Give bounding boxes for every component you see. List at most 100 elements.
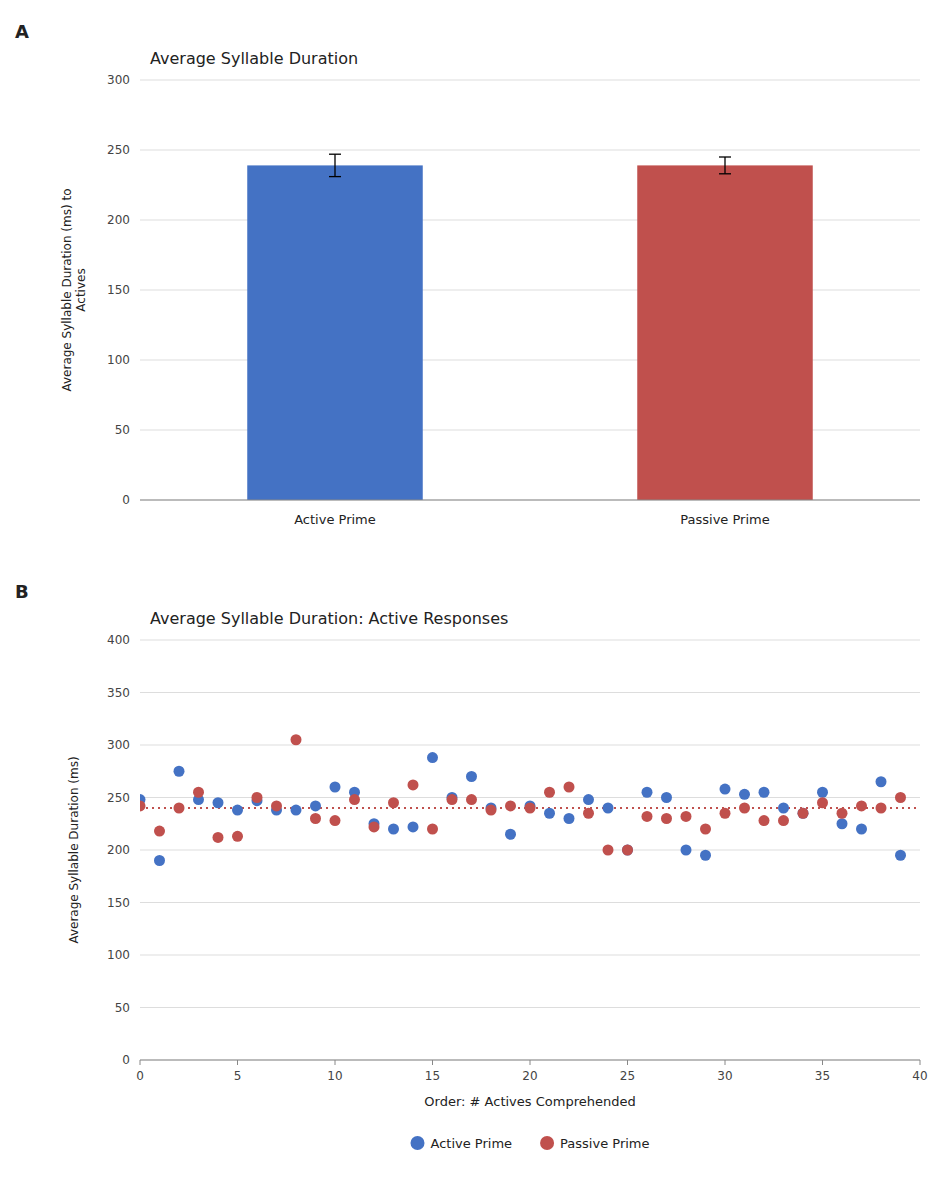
scatter-point — [739, 789, 750, 800]
scatter-point — [193, 787, 204, 798]
y-axis-label-line: Average Syllable Duration (ms) — [67, 756, 81, 943]
error-bar — [329, 154, 341, 176]
panel-label: A — [15, 21, 29, 42]
grid-line — [140, 745, 920, 746]
panel: A Average Syllable Duration 0 50 100 150 200 25… — [15, 21, 920, 527]
scatter-point — [330, 815, 341, 826]
y-tick-label: 100 — [107, 948, 130, 962]
grid-line — [140, 500, 920, 501]
scatter-point — [681, 845, 692, 856]
scatter-point — [408, 821, 419, 832]
y-tick-label: 0 — [122, 493, 130, 507]
scatter-point — [622, 845, 633, 856]
scatter-point — [369, 821, 380, 832]
y-tick-label: 150 — [107, 283, 130, 297]
y-tick-label: 200 — [107, 843, 130, 857]
scatter-point — [700, 850, 711, 861]
scatter-point — [544, 787, 555, 798]
scatter-point — [174, 766, 185, 777]
error-bar-cap — [719, 173, 731, 174]
scatter-point — [427, 824, 438, 835]
x-axis-line — [140, 500, 920, 501]
scatter-point — [466, 771, 477, 782]
y-tick-label: 50 — [115, 423, 130, 437]
scatter-point — [778, 815, 789, 826]
series — [140, 734, 906, 855]
scatter-point — [213, 797, 224, 808]
y-tick-label: 100 — [107, 353, 130, 367]
scatter-point — [154, 855, 165, 866]
scatter-point — [505, 800, 516, 811]
scatter-point — [388, 797, 399, 808]
scatter-point — [583, 808, 594, 819]
scatter-point — [232, 831, 243, 842]
scatter-point — [544, 808, 555, 819]
error-bar-stem — [724, 157, 725, 174]
y-tick-label: 250 — [107, 143, 130, 157]
chart-root: A Average Syllable Duration 0 50 100 150 200 25… — [0, 0, 950, 1194]
chart-title: Average Syllable Duration — [150, 49, 358, 68]
panel: B Average Syllable Duration: Active Respo… — [15, 581, 928, 1151]
scatter-point — [388, 824, 399, 835]
scatter-point — [759, 815, 770, 826]
legend-swatch — [410, 1136, 424, 1150]
y-tick-label: 250 — [107, 791, 130, 805]
x-tick — [237, 1060, 238, 1065]
scatter-point — [140, 800, 146, 811]
scatter-point — [720, 808, 731, 819]
scatter-point — [720, 784, 731, 795]
legend-item: Passive Prime — [540, 1136, 649, 1151]
scatter-point — [603, 845, 614, 856]
scatter-point — [895, 792, 906, 803]
scatter-point — [291, 805, 302, 816]
plot-area — [140, 734, 920, 866]
grid-line — [140, 902, 920, 903]
scatter-point — [622, 845, 633, 856]
scatter-point — [798, 808, 809, 819]
series — [140, 752, 906, 866]
plot-area — [247, 154, 813, 500]
bar — [637, 165, 813, 500]
y-tick-label: 50 — [115, 1001, 130, 1015]
scatter-point — [447, 794, 458, 805]
x-tick-label: 25 — [620, 1069, 635, 1083]
scatter-point — [154, 826, 165, 837]
grid-line — [140, 150, 920, 151]
x-tick-label: 15 — [425, 1069, 440, 1083]
y-tick-label: 300 — [107, 73, 130, 87]
panel-label: B — [15, 581, 29, 602]
scatter-point — [232, 805, 243, 816]
legend: Active PrimePassive Prime — [410, 1136, 649, 1151]
grid-line — [140, 955, 920, 956]
x-tick-label: 30 — [717, 1069, 732, 1083]
scatter-point — [661, 792, 672, 803]
scatter-point — [349, 794, 360, 805]
scatter-point — [681, 811, 692, 822]
scatter-point — [876, 776, 887, 787]
x-tick — [530, 1060, 531, 1065]
scatter-point — [856, 800, 867, 811]
x-tick-label: Active Prime — [294, 512, 376, 527]
scatter-point — [310, 800, 321, 811]
scatter-point — [759, 787, 770, 798]
scatter-point — [174, 803, 185, 814]
chart-title: Average Syllable Duration: Active Respon… — [150, 609, 508, 628]
scatter-point — [642, 811, 653, 822]
scatter-point — [252, 792, 263, 803]
scatter-point — [564, 813, 575, 824]
scatter-point — [895, 850, 906, 861]
scatter-point — [564, 782, 575, 793]
y-tick-label: 200 — [107, 213, 130, 227]
grid-line — [140, 1007, 920, 1008]
scatter-point — [486, 805, 497, 816]
x-tick-label: 40 — [912, 1069, 927, 1083]
error-bar-cap — [329, 176, 341, 177]
grid-line — [140, 692, 920, 693]
error-bar-stem — [334, 154, 335, 176]
x-tick-label: 5 — [234, 1069, 242, 1083]
error-bar — [719, 157, 731, 174]
y-axis-label: Average Syllable Duration (ms) — [67, 756, 81, 943]
scatter-point — [427, 752, 438, 763]
grid-line — [140, 80, 920, 81]
x-tick — [627, 1060, 628, 1065]
